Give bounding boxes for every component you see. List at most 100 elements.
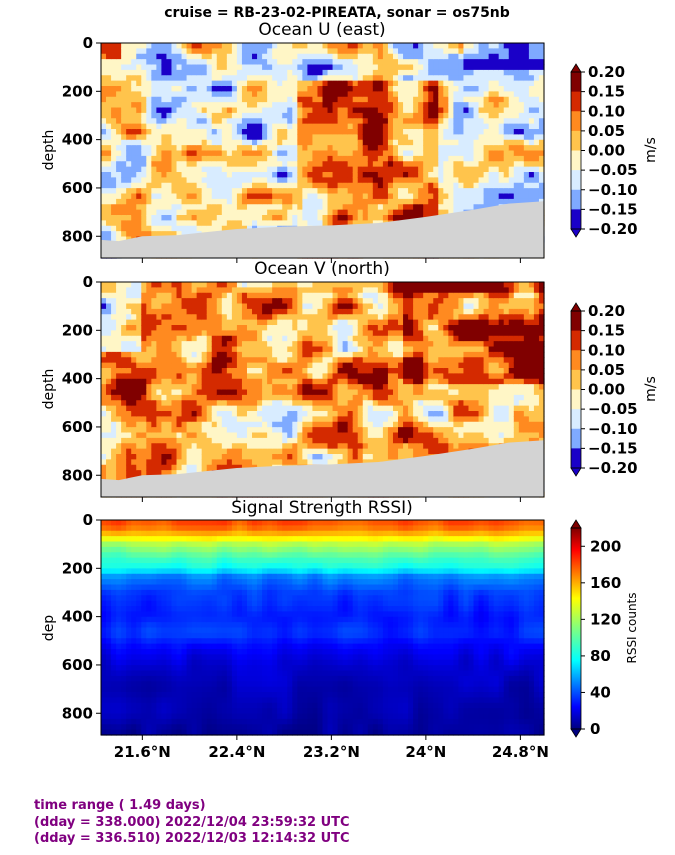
heatmap-cell [458,91,465,98]
heatmap-cell [216,69,223,76]
heatmap-cell [101,464,107,471]
heatmap-cell [267,193,273,200]
heatmap-cell [252,405,258,412]
heatmap-cell [483,129,490,135]
heatmap-cell [141,182,147,189]
heatmap-cell [211,416,218,423]
heatmap-cell [377,209,384,216]
heatmap-cell [116,330,122,337]
heatmap-cell [176,454,183,460]
heatmap-cell [372,107,379,114]
heatmap-cell [236,384,243,391]
heatmap-cell [528,129,535,135]
heatmap-cell [226,416,233,423]
heatmap-cell [252,330,258,337]
heatmap-cell [262,123,268,130]
heatmap-cell [382,43,389,49]
heatmap-cell [252,416,258,423]
heatmap-cell [257,411,263,417]
heatmap-cell [372,145,379,152]
heatmap-cell [372,91,379,98]
heatmap-cell [171,59,178,66]
heatmap-cell [272,454,278,460]
heatmap-cell [267,209,273,216]
heatmap-cell [317,134,324,141]
heatmap-cell [136,204,142,211]
heatmap-cell [418,112,424,119]
heatmap-cell [236,193,243,200]
heatmap-cell [141,209,147,216]
heatmap-cell [508,172,515,178]
heatmap-cell [126,86,132,92]
heatmap-cell [287,86,293,92]
heatmap-cell [493,64,500,71]
heatmap-cell [231,373,238,380]
heatmap-cell [226,454,233,460]
heatmap-cell [392,161,399,168]
heatmap-cell [166,129,173,135]
heatmap-cell [126,470,132,477]
heatmap-cell [166,470,173,477]
heatmap-cell [347,155,354,162]
heatmap-cell [387,80,394,87]
heatmap-cell [241,155,248,162]
heatmap-cell [468,107,475,114]
heatmap-cell [131,448,137,455]
heatmap-cell [423,107,429,114]
heatmap-cell [146,368,152,374]
heatmap-cell [131,378,137,385]
heatmap-cell [216,287,223,294]
heatmap-cell [231,75,238,82]
heatmap-cell [136,421,142,428]
heatmap-cell [246,43,253,49]
heatmap-cell [382,75,389,82]
heatmap-cell [337,215,344,221]
heatmap-cell [488,150,495,157]
heatmap-cell [292,64,298,71]
heatmap-cell [277,357,283,364]
heatmap-cell [111,287,117,294]
heatmap-cell [262,335,268,342]
heatmap-cell [241,112,248,119]
heatmap-cell [206,53,213,60]
heatmap-cell [226,335,233,342]
heatmap-cell [161,394,168,401]
heatmap-cell [342,177,349,184]
heatmap-cell [186,215,193,221]
heatmap-cell [241,150,248,157]
heatmap-cell [508,107,515,114]
heatmap-cell [458,150,465,157]
heatmap-cell [302,91,308,98]
heatmap-cell [116,86,122,92]
heatmap-cell [191,91,198,98]
heatmap-cell [221,282,228,288]
heatmap-cell [257,129,263,135]
heatmap-cell [317,204,324,211]
heatmap-cell [408,215,414,221]
colorbar-segment [571,91,581,112]
heatmap-cell [146,118,152,125]
heatmap-cell [101,145,107,152]
heatmap-cell [433,145,439,152]
heatmap-cell [176,209,183,216]
heatmap-cell [262,357,268,364]
heatmap-cell [443,134,449,141]
heatmap-cell [161,139,168,146]
heatmap-cell [116,319,122,326]
heatmap-cell [377,102,384,109]
heatmap-cell [241,182,248,189]
heatmap-cell [126,220,132,227]
heatmap-cell [267,155,273,162]
heatmap-cell [267,351,273,358]
heatmap-cell [116,357,122,364]
heatmap-cell [387,91,394,98]
heatmap-cell [317,172,324,178]
heatmap-cell [206,215,213,221]
heatmap-cell [327,91,334,98]
heatmap-cell [352,107,359,114]
heatmap-cell [262,177,268,184]
heatmap-cell [161,470,168,477]
heatmap-cell [221,215,228,221]
heatmap-cell [387,166,394,173]
heatmap-cell [302,48,308,55]
